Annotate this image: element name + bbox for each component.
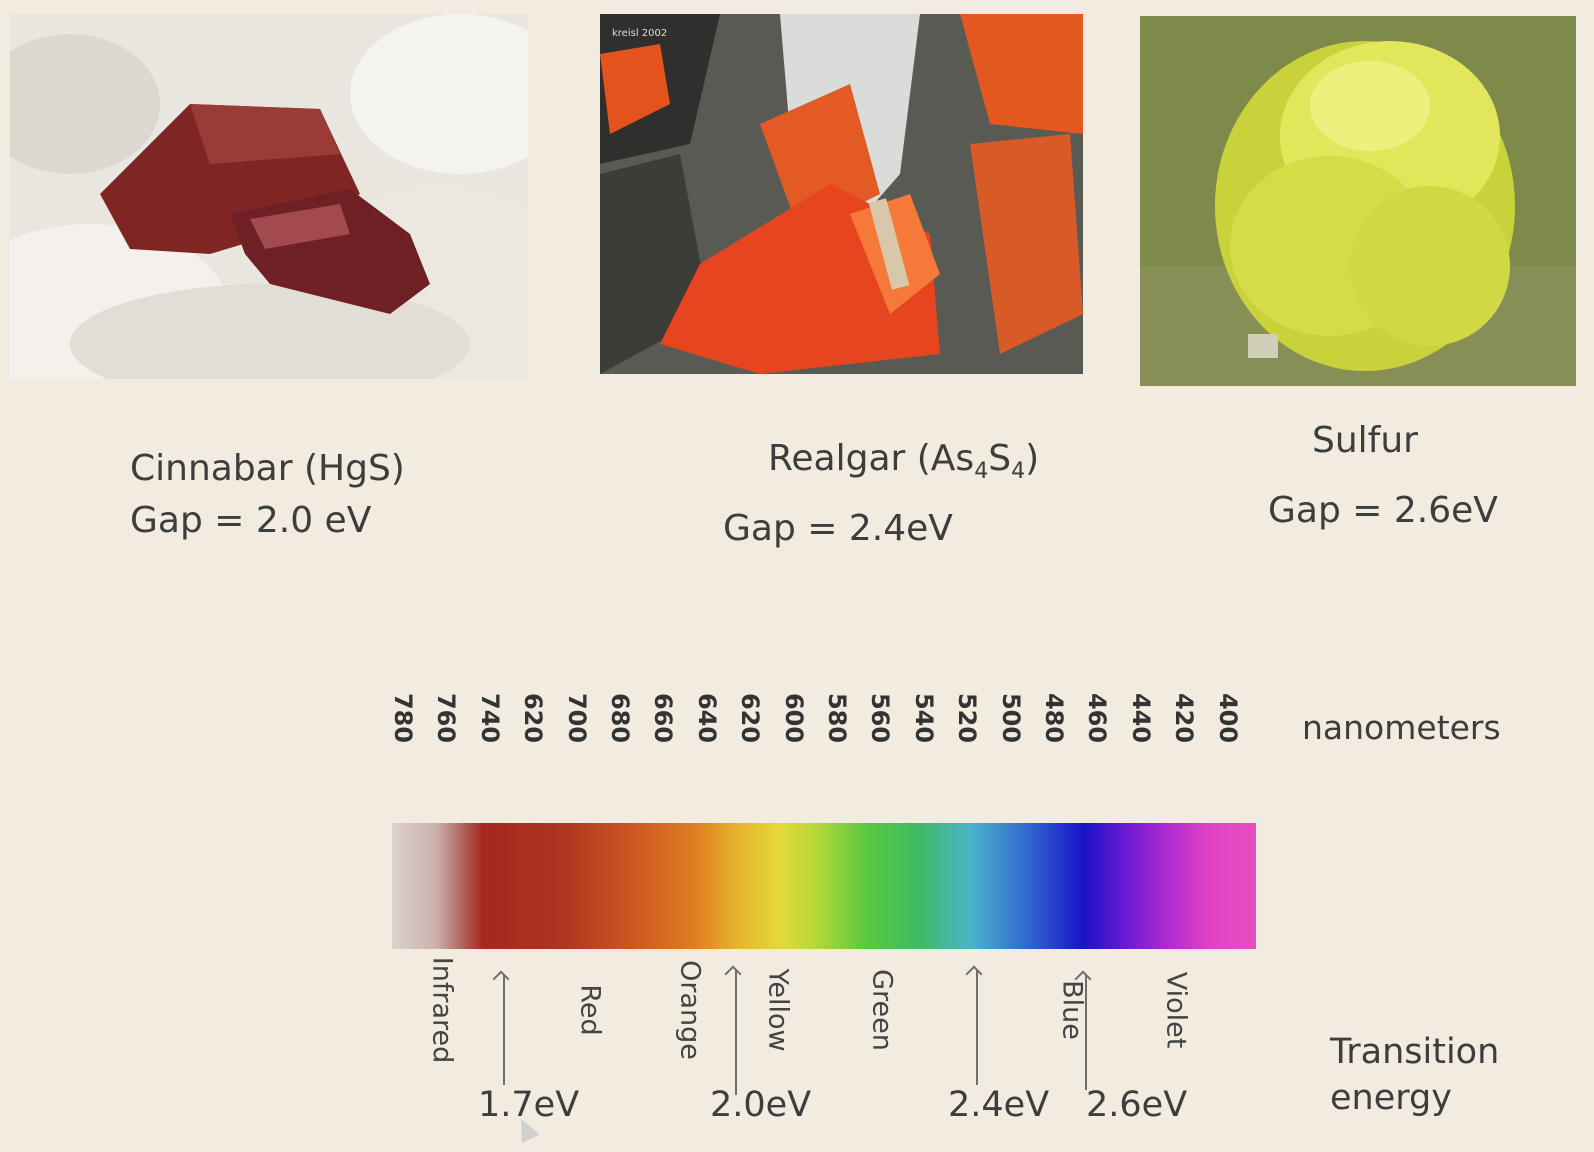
- arrow-2-4ev: [976, 970, 978, 1085]
- wavelength-tick: 780: [389, 692, 417, 744]
- wavelength-tick: 620: [519, 692, 548, 744]
- energy-2-6ev: 2.6eV: [1086, 1085, 1188, 1125]
- transition-energy-label-line1: Transition: [1330, 1032, 1500, 1072]
- wavelength-tick: 640: [692, 692, 721, 744]
- wavelength-tick: 480: [1040, 692, 1068, 744]
- wavelength-tick: 680: [606, 692, 634, 744]
- energy-2-0ev: 2.0eV: [710, 1085, 812, 1125]
- arrow-1-7ev: [503, 975, 505, 1085]
- wavelength-tick: 580: [823, 692, 851, 744]
- energy-1-7ev: 1.7eV: [478, 1085, 580, 1125]
- realgar-photo: kreisl 2002: [600, 14, 1083, 374]
- watermark-text: kreisl 2002: [612, 28, 667, 39]
- color-red: Red: [574, 984, 606, 1036]
- wavelength-tick: 520: [953, 692, 982, 744]
- realgar-name-main: Realgar (As: [768, 438, 975, 479]
- energy-2-4ev: 2.4eV: [948, 1085, 1050, 1125]
- transition-energy-label-line2: energy: [1330, 1078, 1452, 1118]
- cinnabar-name: Cinnabar (HgS): [130, 448, 405, 489]
- wavelength-tick: 400: [1213, 692, 1242, 744]
- sulfur-photo: [1140, 16, 1576, 386]
- wavelength-tick: 660: [649, 692, 678, 744]
- wavelength-tick: 760: [432, 692, 461, 744]
- wavelength-tick: 500: [996, 692, 1025, 744]
- sulfur-gap: Gap = 2.6eV: [1268, 490, 1498, 531]
- realgar-name-close: ): [1025, 438, 1040, 479]
- realgar-name-mid: S: [988, 438, 1012, 479]
- wavelength-tick: 460: [1083, 692, 1112, 744]
- wavelength-tick: 600: [779, 692, 808, 744]
- wavelength-tick: 740: [475, 692, 504, 744]
- color-yellow: Yellow: [762, 968, 794, 1052]
- realgar-sub1: 4: [974, 459, 989, 485]
- wavelength-tick: 440: [1126, 692, 1155, 744]
- wavelength-tick: 560: [866, 692, 895, 744]
- visible-spectrum-bar: [392, 823, 1256, 949]
- color-infrared: Infrared: [426, 956, 458, 1064]
- color-blue: Blue: [1056, 980, 1088, 1040]
- wavelength-tick: 700: [562, 692, 591, 744]
- realgar-sub2: 4: [1011, 459, 1026, 485]
- color-green: Green: [866, 969, 898, 1051]
- realgar-name: Realgar (As4S4): [768, 438, 1039, 484]
- wavelength-tick: 540: [909, 692, 938, 744]
- arrow-2-0ev: [735, 970, 737, 1095]
- sulfur-name: Sulfur: [1312, 420, 1418, 461]
- color-violet: Violet: [1160, 971, 1192, 1049]
- cinnabar-photo: [10, 14, 528, 379]
- wavelength-unit: nanometers: [1302, 708, 1501, 747]
- color-orange: Orange: [674, 960, 706, 1060]
- wavelength-tick: 620: [736, 692, 765, 744]
- arrow-2-6ev: [1085, 975, 1087, 1090]
- realgar-gap: Gap = 2.4eV: [723, 508, 953, 549]
- cinnabar-gap: Gap = 2.0 eV: [130, 500, 372, 541]
- wavelength-tick: 420: [1170, 692, 1199, 744]
